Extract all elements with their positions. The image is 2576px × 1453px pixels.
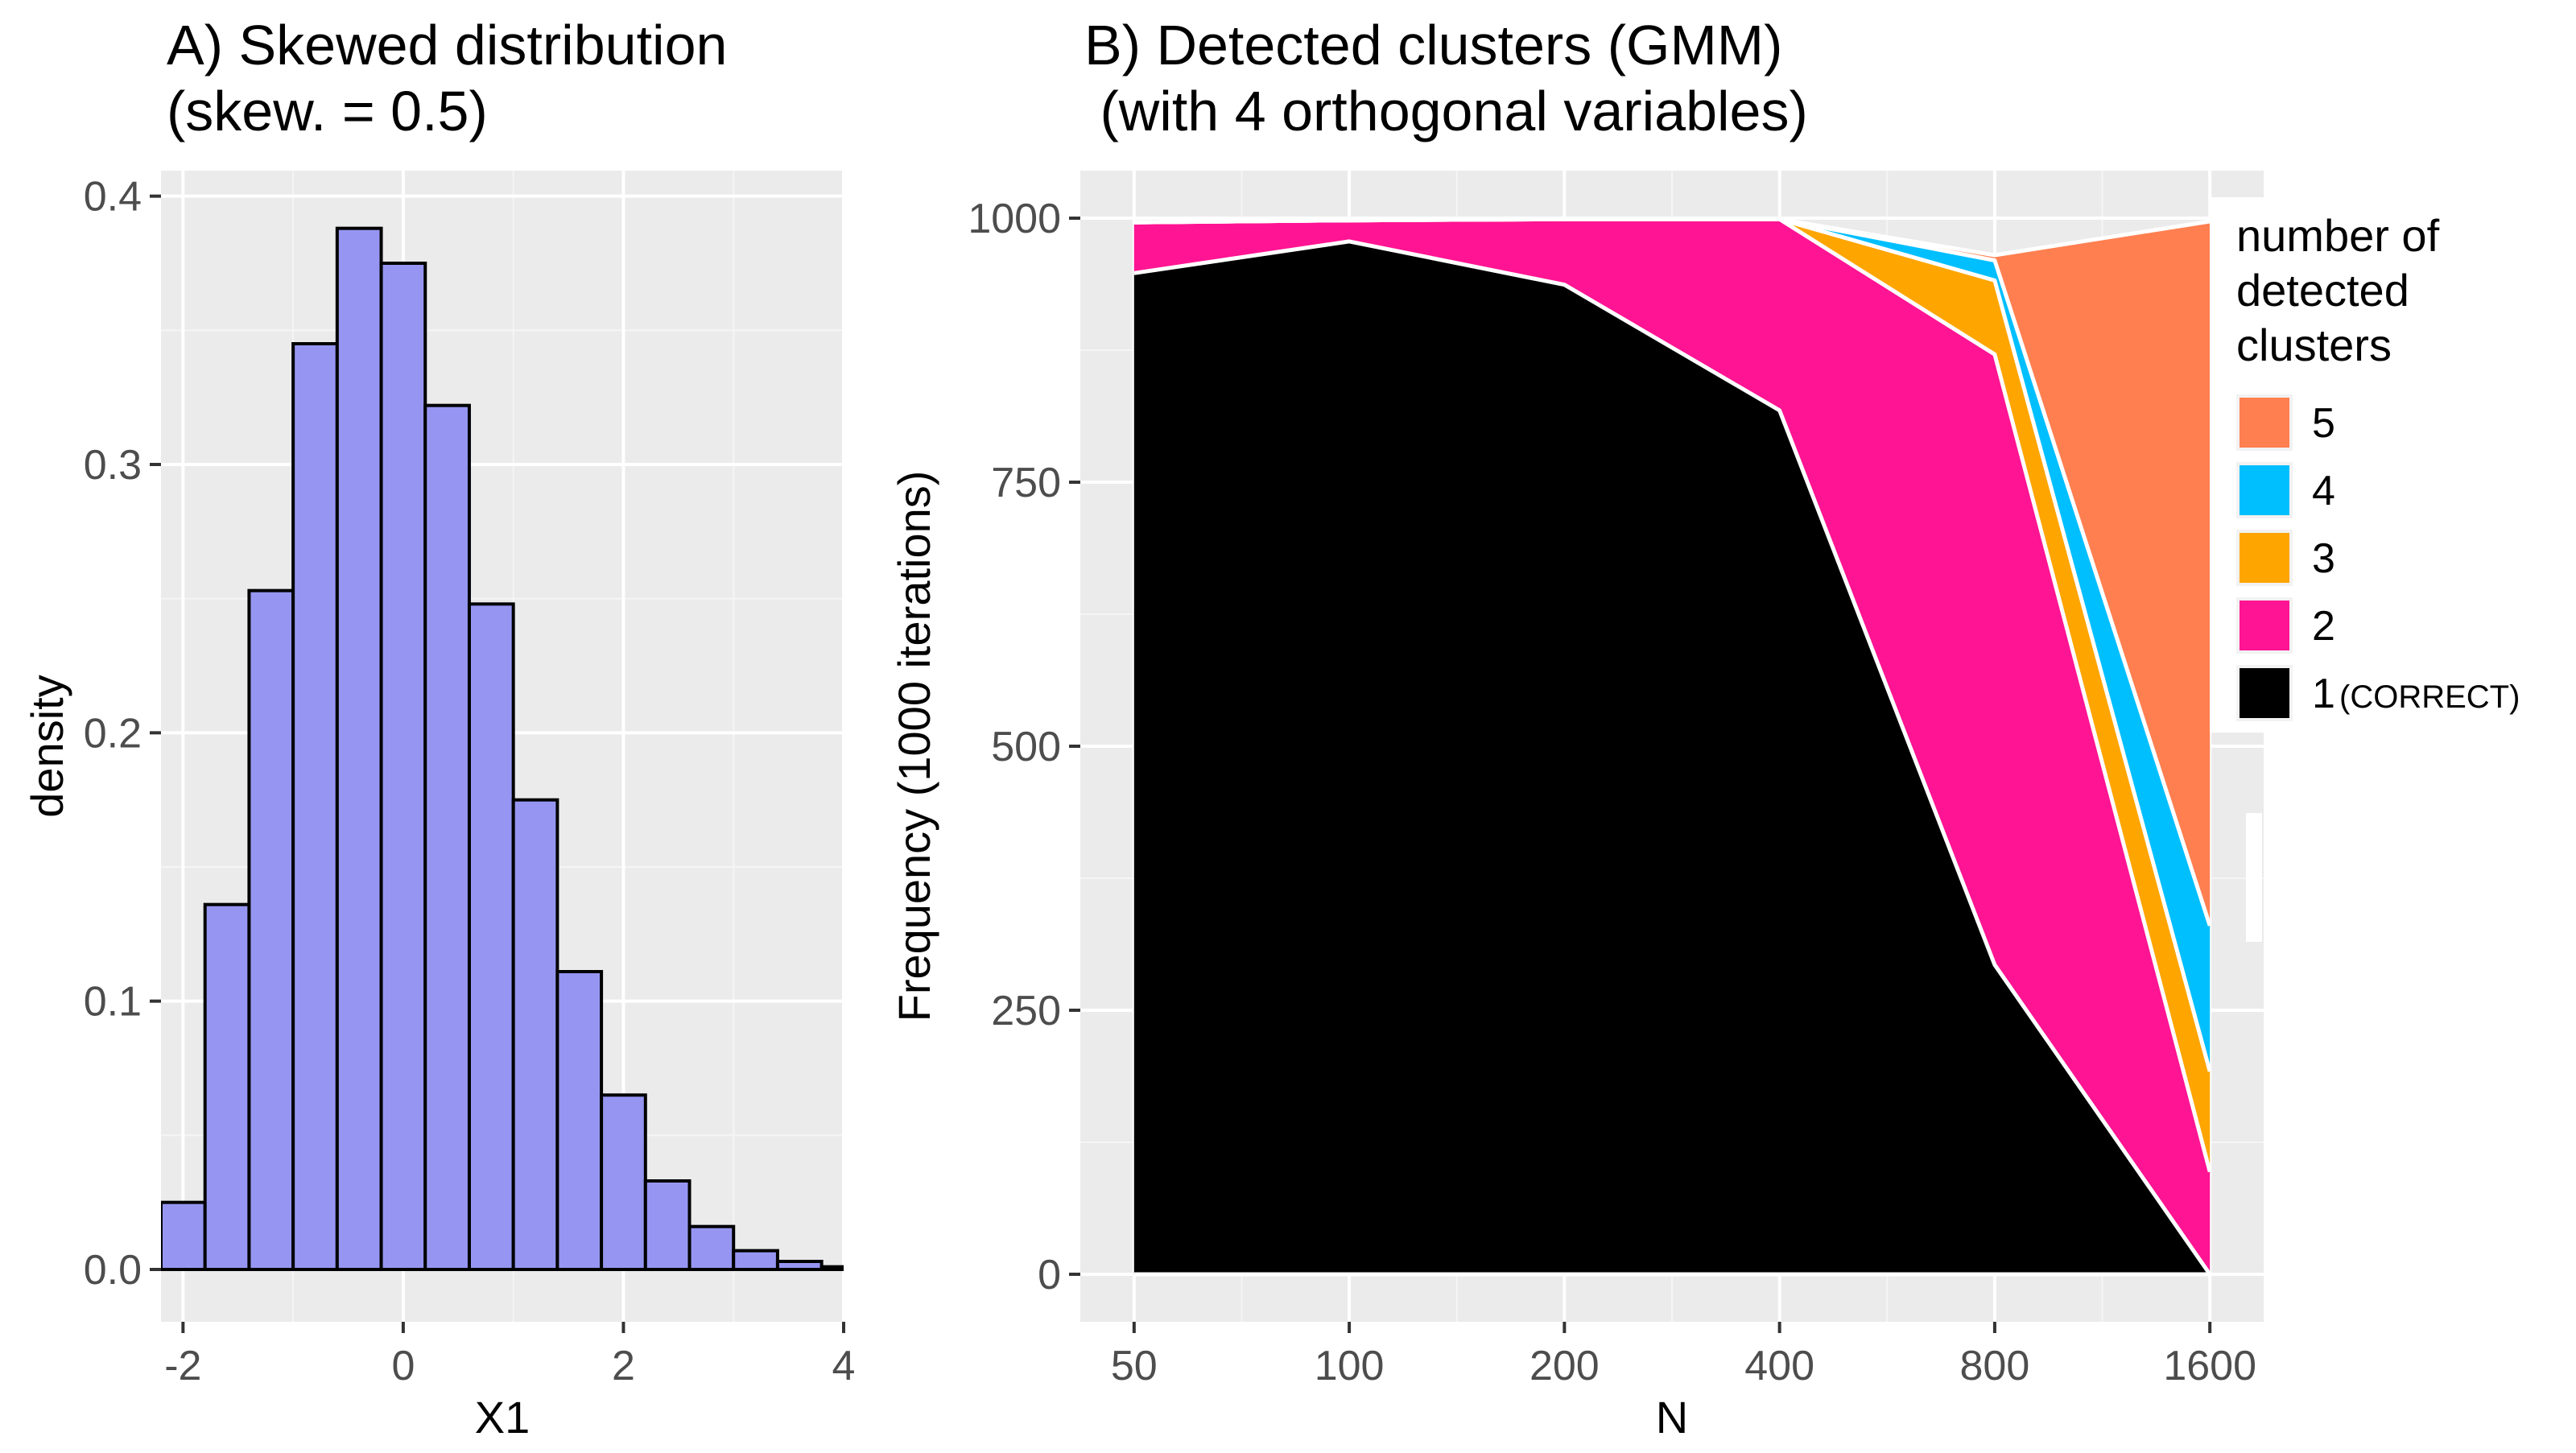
area-x-tick-label: 50 (1111, 1343, 1158, 1389)
legend-label-1: 1 (2312, 671, 2335, 717)
area-y-tick-label: 1000 (968, 196, 1061, 242)
area-title-line1: B) Detected clusters (GMM) (1084, 14, 1782, 76)
area-boundary-1 (1133, 239, 2212, 1276)
histogram-x-tick-label: 0 (391, 1343, 415, 1389)
legend-title-line2: detected (2236, 265, 2409, 316)
histogram-y-axis: 0.0 0.1 0.2 0.3 0.4 (84, 174, 161, 1294)
histogram-x-tick-label: -2 (164, 1343, 201, 1389)
legend-key-5 (2240, 398, 2289, 448)
histogram-x-tick-label: 2 (612, 1343, 635, 1389)
histogram-bar (555, 970, 604, 1271)
histogram-y-tick-label: 0.0 (84, 1247, 142, 1294)
histogram-bar (600, 1093, 647, 1272)
area-series (1133, 217, 2212, 1277)
histogram-bars (161, 226, 844, 1272)
legend-label-2: 2 (2312, 603, 2335, 650)
histogram-title-line1: A) Skewed distribution (167, 14, 727, 76)
area-x-axis: 50 100 200 400 800 1600 (1111, 1322, 2256, 1389)
histogram-bar (247, 588, 295, 1271)
legend-artifact-strip (2359, 729, 2375, 821)
histogram-bar (732, 1249, 779, 1271)
legend-key-2 (2240, 601, 2289, 650)
area-y-axis: 0 250 500 750 1000 (968, 196, 1080, 1298)
area-title-line2: (with 4 orthogonal variables) (1084, 80, 1808, 142)
area-series-1 (1133, 241, 2211, 1274)
legend: number of detected clusters 5 4 3 2 1 (CORREC… (2210, 197, 2520, 942)
area-x-tick-label: 200 (1530, 1343, 1600, 1389)
area-x-axis-title: N (1656, 1392, 1688, 1443)
legend-note-1: (CORRECT) (2339, 679, 2520, 715)
area-x-tick-label: 100 (1315, 1343, 1385, 1389)
legend-label-4: 4 (2312, 468, 2335, 514)
area-boundary-5 (1133, 217, 2211, 258)
area-y-tick-label: 750 (991, 460, 1061, 506)
histogram-bar (291, 342, 339, 1271)
histogram-bar (379, 262, 427, 1271)
legend-key-1 (2240, 668, 2289, 718)
histogram-x-axis-title: X1 (475, 1392, 530, 1443)
area-x-tick-label: 400 (1744, 1343, 1814, 1389)
histogram-bar (467, 602, 515, 1271)
histogram-bar (161, 1200, 207, 1271)
histogram-bar (775, 1260, 824, 1271)
histogram-bar (643, 1179, 691, 1271)
histogram-y-tick-label: 0.4 (84, 174, 142, 221)
legend-title-line1: number of (2236, 210, 2440, 261)
histogram-panel: 0.0 0.1 0.2 0.3 0.4 -2 0 2 4 A) Skewed distribu… (22, 14, 855, 1443)
area-panel: 0 250 500 750 1000 50 100 200 400 800 1600 B) Det… (889, 14, 2264, 1443)
area-y-tick-label: 0 (1038, 1252, 1061, 1298)
histogram-bar (203, 902, 251, 1271)
legend-title-line3: clusters (2236, 320, 2392, 370)
histogram-x-tick-label: 4 (832, 1343, 856, 1389)
histogram-y-tick-label: 0.2 (84, 710, 142, 757)
histogram-x-axis: -2 0 2 4 (164, 1322, 855, 1389)
legend-label-5: 5 (2312, 400, 2335, 447)
histogram-y-tick-label: 0.1 (84, 979, 142, 1026)
histogram-y-tick-label: 0.3 (84, 442, 142, 489)
legend-label-3: 3 (2312, 535, 2335, 582)
area-y-axis-title: Frequency (1000 iterations) (889, 471, 939, 1022)
histogram-y-axis-title: density (22, 675, 72, 817)
legend-key-4 (2240, 465, 2289, 515)
histogram-bar (511, 798, 559, 1271)
legend-artifact-strip-lower (2246, 813, 2262, 942)
histogram-bar (819, 1265, 844, 1271)
area-y-tick-label: 500 (991, 724, 1061, 770)
histogram-bar (423, 403, 471, 1272)
area-x-tick-label: 800 (1960, 1343, 2030, 1389)
legend-key-3 (2240, 533, 2289, 583)
legend-items: 5 4 3 2 1 (CORRECT) (2236, 394, 2520, 721)
area-series-5 (1133, 219, 2211, 926)
histogram-bar (335, 226, 383, 1272)
area-series-2 (1133, 219, 2211, 1274)
histogram-bar (687, 1224, 736, 1271)
histogram-title-line2: (skew. = 0.5) (167, 80, 488, 142)
area-x-tick-label: 1600 (2163, 1343, 2256, 1389)
area-y-tick-label: 250 (991, 988, 1061, 1034)
